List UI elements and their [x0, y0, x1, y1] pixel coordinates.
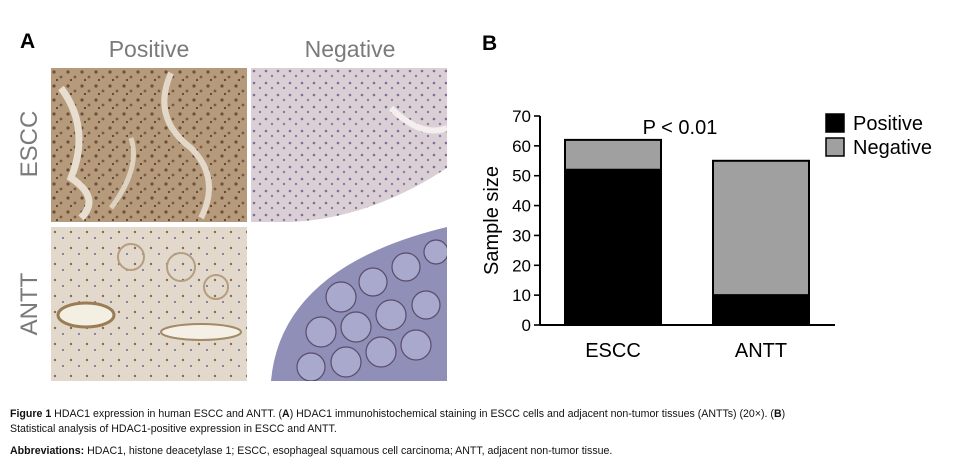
y-axis-label: Sample size: [481, 166, 503, 275]
bar-antt-negative: [712, 159, 810, 297]
stacked-bar-chart: 0 10 20 30 40 50 60 70 Sample size ESCC ANTT P < 0.…: [481, 107, 932, 362]
p-value-annotation: P < 0.01: [643, 117, 718, 139]
caption-line-2: Statistical analysis of HDAC1-positive e…: [10, 423, 337, 435]
micrograph-antt-negative: [251, 227, 447, 381]
caption-ref-a: A: [282, 408, 290, 420]
legend-label-negative: Negative: [853, 137, 932, 159]
legend-swatch-positive: [825, 113, 845, 133]
micrograph-escc-negative: [251, 68, 447, 222]
panel-a-letter: A: [20, 30, 36, 53]
y-tick-label: 0: [522, 316, 531, 335]
figure-label: Figure 1: [10, 408, 52, 420]
legend-swatch-negative: [825, 137, 845, 157]
figure-caption: Figure 1 HDAC1 expression in human ESCC …: [10, 407, 947, 437]
row-heading-escc: ESCC: [16, 110, 43, 178]
micrograph-escc-positive: [51, 68, 247, 222]
y-tick-label: 60: [512, 137, 531, 156]
panel-b-letter: B: [482, 32, 498, 55]
legend-label-positive: Positive: [853, 113, 923, 135]
y-tick-label: 50: [512, 167, 531, 186]
y-tick-label: 10: [512, 286, 531, 305]
caption-text-3: ): [781, 408, 786, 420]
y-tick-label: 30: [512, 226, 531, 245]
x-tick-label: ANTT: [735, 340, 787, 362]
y-tick-label: 70: [512, 107, 531, 126]
micrograph-antt-positive: [51, 227, 247, 381]
caption-text-1: HDAC1 expression in human ESCC and ANTT.…: [51, 408, 283, 420]
column-heading-negative: Negative: [304, 36, 396, 62]
x-tick-label: ESCC: [585, 340, 641, 362]
abbreviations-label: Abbreviations:: [10, 445, 85, 457]
caption-text-2: ) HDAC1 immunohistochemical staining in …: [289, 408, 774, 420]
row-heading-antt: ANTT: [16, 272, 43, 336]
y-tick-label: 20: [512, 256, 531, 275]
abbreviations: Abbreviations: HDAC1, histone deacetylas…: [10, 444, 947, 459]
bar-escc-negative: [564, 138, 662, 171]
abbreviations-text: HDAC1, histone deacetylase 1; ESCC, esop…: [84, 445, 613, 457]
bar-escc-positive: [564, 168, 662, 326]
column-heading-positive: Positive: [108, 36, 190, 62]
y-tick-label: 40: [512, 197, 531, 216]
caption-ref-b: B: [773, 408, 782, 420]
bar-antt-positive: [712, 294, 810, 326]
